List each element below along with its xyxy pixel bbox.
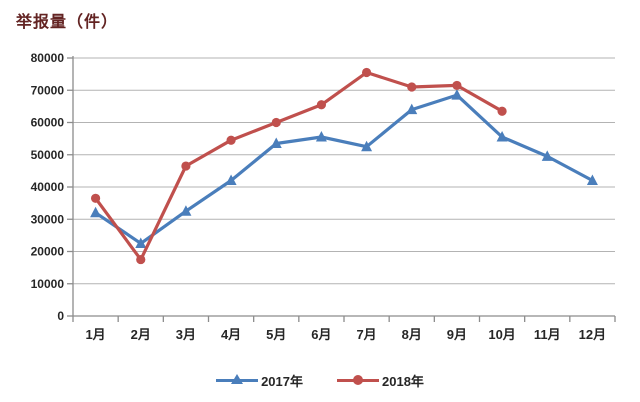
x-tick-label: 8月 — [402, 327, 422, 342]
legend-item-2018: 2018年 — [337, 371, 424, 390]
triangle-marker — [406, 103, 418, 115]
x-tick-label: 6月 — [311, 327, 331, 342]
x-tick-label: 4月 — [221, 327, 241, 342]
y-tick-label: 30000 — [31, 212, 65, 226]
x-tick-label: 9月 — [447, 327, 467, 342]
circle-marker — [497, 106, 507, 116]
triangle-marker — [586, 174, 598, 186]
triangle-marker — [135, 237, 147, 248]
y-tick-label: 60000 — [31, 116, 65, 130]
triangle-marker — [361, 140, 373, 152]
series-line-2017年 — [94, 93, 594, 245]
legend-circle-marker-icon — [337, 374, 379, 386]
x-tick-label: 3月 — [176, 327, 196, 342]
triangle-marker — [451, 89, 463, 100]
triangle-marker — [225, 174, 237, 186]
circle-marker — [271, 117, 281, 128]
y-tick-label: 50000 — [31, 148, 65, 162]
legend-item-2017: 2017年 — [216, 371, 303, 390]
legend-label-2017: 2017年 — [261, 373, 303, 389]
y-tick-label: 0 — [57, 309, 64, 323]
triangle-marker — [496, 131, 508, 142]
x-tick-label: 2月 — [131, 327, 151, 342]
y-tick-label: 70000 — [31, 83, 65, 97]
chart-legend: 2017年 2018年 — [0, 367, 640, 393]
x-tick-label: 5月 — [266, 327, 286, 342]
triangle-marker — [315, 131, 327, 142]
x-tick-label: 1月 — [85, 327, 105, 342]
y-tick-label: 10000 — [31, 277, 65, 291]
series-line-2018年 — [94, 70, 504, 262]
circle-marker — [226, 135, 236, 145]
circle-marker — [452, 80, 462, 91]
circle-marker — [136, 254, 146, 265]
y-tick-label: 80000 — [31, 51, 65, 65]
circle-marker — [90, 193, 101, 203]
triangle-marker — [90, 206, 102, 218]
legend-triangle-marker-icon — [216, 374, 259, 386]
x-tick-label: 7月 — [356, 327, 376, 342]
legend-label-2018: 2018年 — [382, 373, 424, 389]
triangle-marker — [541, 150, 553, 161]
y-tick-label: 20000 — [31, 245, 65, 259]
x-tick-label: 10月 — [488, 327, 515, 342]
circle-marker — [181, 161, 191, 171]
x-tick-label: 12月 — [579, 327, 606, 342]
circle-marker — [361, 67, 372, 78]
triangle-marker — [180, 205, 192, 216]
y-tick-label: 40000 — [31, 180, 65, 194]
x-tick-label: 11月 — [534, 327, 561, 342]
circle-marker — [316, 100, 327, 110]
circle-marker — [407, 82, 417, 92]
triangle-marker — [270, 137, 282, 148]
chart-title: 举报量（件） — [16, 14, 119, 31]
